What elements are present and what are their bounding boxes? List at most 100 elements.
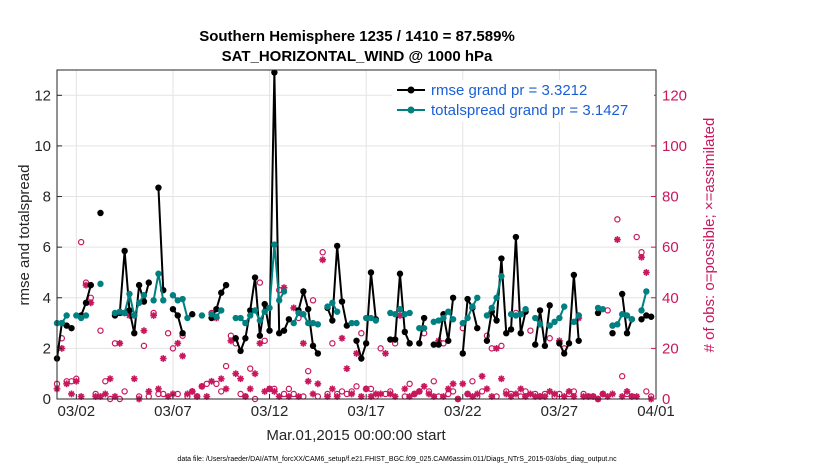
- totalspread-point: [160, 297, 167, 304]
- rmse-point: [493, 317, 500, 324]
- totalspread-point: [416, 324, 423, 332]
- obs-possible-point: [338, 388, 346, 395]
- totalspread-point: [324, 303, 331, 310]
- rmse-point: [362, 340, 370, 347]
- rmse-point: [512, 233, 520, 241]
- totalspread-line: [640, 291, 648, 311]
- obs-assimilated-point: [270, 388, 278, 395]
- rmse-point: [416, 340, 423, 347]
- rmse-point: [474, 324, 481, 332]
- obs-possible-point: [430, 378, 437, 385]
- obs-possible-point: [546, 335, 553, 342]
- obs-assimilated-point: [589, 393, 597, 400]
- obs-assimilated-point: [82, 281, 90, 289]
- totalspread-point: [116, 308, 123, 315]
- rmse-point: [618, 290, 626, 298]
- obs-assimilated-point: [531, 393, 539, 400]
- obs-assimilated-point: [208, 377, 215, 385]
- x-tick-label: 03/07: [154, 403, 192, 420]
- obs-assimilated-point: [444, 385, 452, 393]
- totalspread-point: [140, 292, 148, 299]
- totalspread-point: [73, 312, 80, 319]
- obs-assimilated-point: [584, 393, 592, 400]
- obs-assimilated-point: [324, 393, 331, 400]
- totalspread-point: [430, 318, 437, 326]
- rmse-point: [445, 337, 452, 344]
- rmse-point: [135, 281, 143, 289]
- obs-assimilated-point: [382, 350, 389, 357]
- totalspread-point: [198, 312, 206, 319]
- rmse-point: [232, 335, 239, 342]
- totalspread-point: [575, 312, 582, 319]
- rmse-point: [179, 330, 186, 337]
- obs-possible-point: [121, 388, 128, 395]
- obs-assimilated-point: [478, 372, 486, 380]
- rmse-point: [556, 340, 563, 347]
- x-tick-label: 03/02: [58, 403, 96, 420]
- totalspread-point: [401, 311, 409, 318]
- totalspread-point: [237, 314, 244, 322]
- rmse-line: [418, 317, 426, 344]
- totalspread-point: [111, 309, 119, 317]
- rmse-point: [121, 247, 128, 255]
- totalspread-point: [218, 307, 225, 314]
- obs-assimilated-point: [609, 390, 616, 398]
- totalspread-point: [488, 304, 495, 312]
- rmse-point: [343, 322, 351, 329]
- obs-assimilated-point: [309, 390, 317, 398]
- rmse-point: [68, 324, 75, 332]
- obs-assimilated-point: [372, 390, 380, 398]
- y-right-tick-label: 80: [662, 189, 679, 206]
- totalspread-point: [517, 311, 524, 318]
- rmse-point: [300, 288, 307, 295]
- totalspread-point: [498, 273, 505, 280]
- rmse-point: [367, 269, 375, 276]
- obs-assimilated-point: [198, 382, 206, 390]
- obs-assimilated-point: [613, 236, 621, 243]
- obs-assimilated-point: [203, 393, 211, 400]
- obs-assimilated-point: [140, 327, 148, 335]
- obs-possible-point: [309, 297, 317, 304]
- totalspread-point: [309, 319, 317, 327]
- totalspread-point: [135, 299, 143, 307]
- obs-possible-point: [377, 345, 384, 352]
- rmse-point: [276, 330, 283, 337]
- totalspread-point: [536, 321, 544, 328]
- obs-assimilated-point: [304, 377, 312, 385]
- obs-assimilated-point: [261, 388, 269, 395]
- rmse-point: [387, 336, 394, 343]
- rmse-point: [358, 355, 365, 362]
- rmse-point: [561, 350, 568, 357]
- legend-rmse-marker: [407, 86, 415, 94]
- totalspread-point: [464, 314, 471, 322]
- totalspread-point: [131, 312, 138, 319]
- obs-assimilated-point: [415, 388, 423, 395]
- obs-assimilated-point: [217, 375, 225, 383]
- obs-assimilated-point: [314, 380, 322, 388]
- obs-assimilated-point: [507, 393, 515, 400]
- rmse-line: [461, 295, 479, 354]
- data-file-footnote: data file: /Users/raeder/DAI/ATM_forcXX/…: [177, 456, 617, 463]
- obs-assimilated-point: [536, 393, 544, 400]
- totalspread-point: [242, 319, 249, 327]
- obs-assimilated-point: [97, 393, 104, 400]
- obs-assimilated-point: [391, 393, 399, 400]
- totalspread-point: [362, 314, 370, 322]
- y-right-tick-label: 0: [662, 391, 670, 408]
- obs-possible-point: [358, 330, 365, 337]
- y-left-tick-label: 10: [34, 138, 51, 155]
- rmse-point: [247, 307, 254, 314]
- totalspread-point: [643, 288, 650, 295]
- totalspread-point: [551, 318, 558, 326]
- obs-assimilated-point: [290, 304, 298, 312]
- totalspread-point: [614, 321, 621, 328]
- rmse-point: [430, 341, 437, 348]
- obs-assimilated-point: [551, 390, 558, 398]
- obs-assimilated-point: [87, 299, 95, 307]
- obs-assimilated-point: [599, 390, 607, 398]
- totalspread-point: [300, 311, 307, 318]
- obs-assimilated-point: [266, 385, 273, 393]
- rmse-point: [338, 298, 346, 305]
- obs-possible-point: [469, 378, 476, 385]
